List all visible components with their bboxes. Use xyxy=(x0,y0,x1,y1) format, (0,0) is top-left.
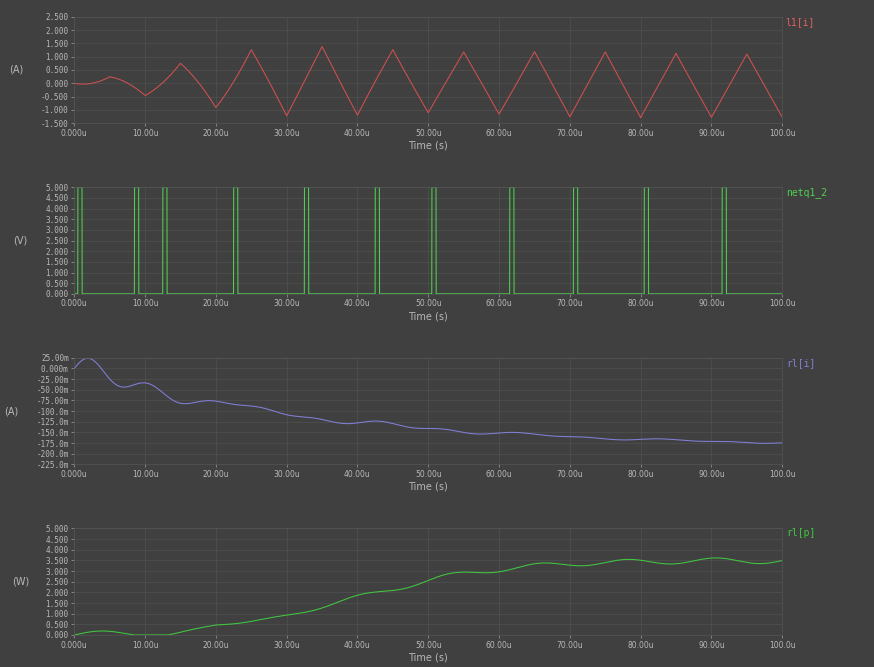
X-axis label: Time (s): Time (s) xyxy=(408,311,448,321)
Y-axis label: (A): (A) xyxy=(9,65,23,75)
Text: rl[p]: rl[p] xyxy=(786,528,815,538)
Y-axis label: (A): (A) xyxy=(4,406,18,416)
X-axis label: Time (s): Time (s) xyxy=(408,482,448,492)
Text: netq1_2: netq1_2 xyxy=(786,187,827,198)
Y-axis label: (W): (W) xyxy=(12,577,29,587)
X-axis label: Time (s): Time (s) xyxy=(408,652,448,662)
Text: rl[i]: rl[i] xyxy=(786,358,815,368)
Y-axis label: (V): (V) xyxy=(13,235,28,245)
X-axis label: Time (s): Time (s) xyxy=(408,141,448,151)
Text: l1[i]: l1[i] xyxy=(786,17,815,27)
